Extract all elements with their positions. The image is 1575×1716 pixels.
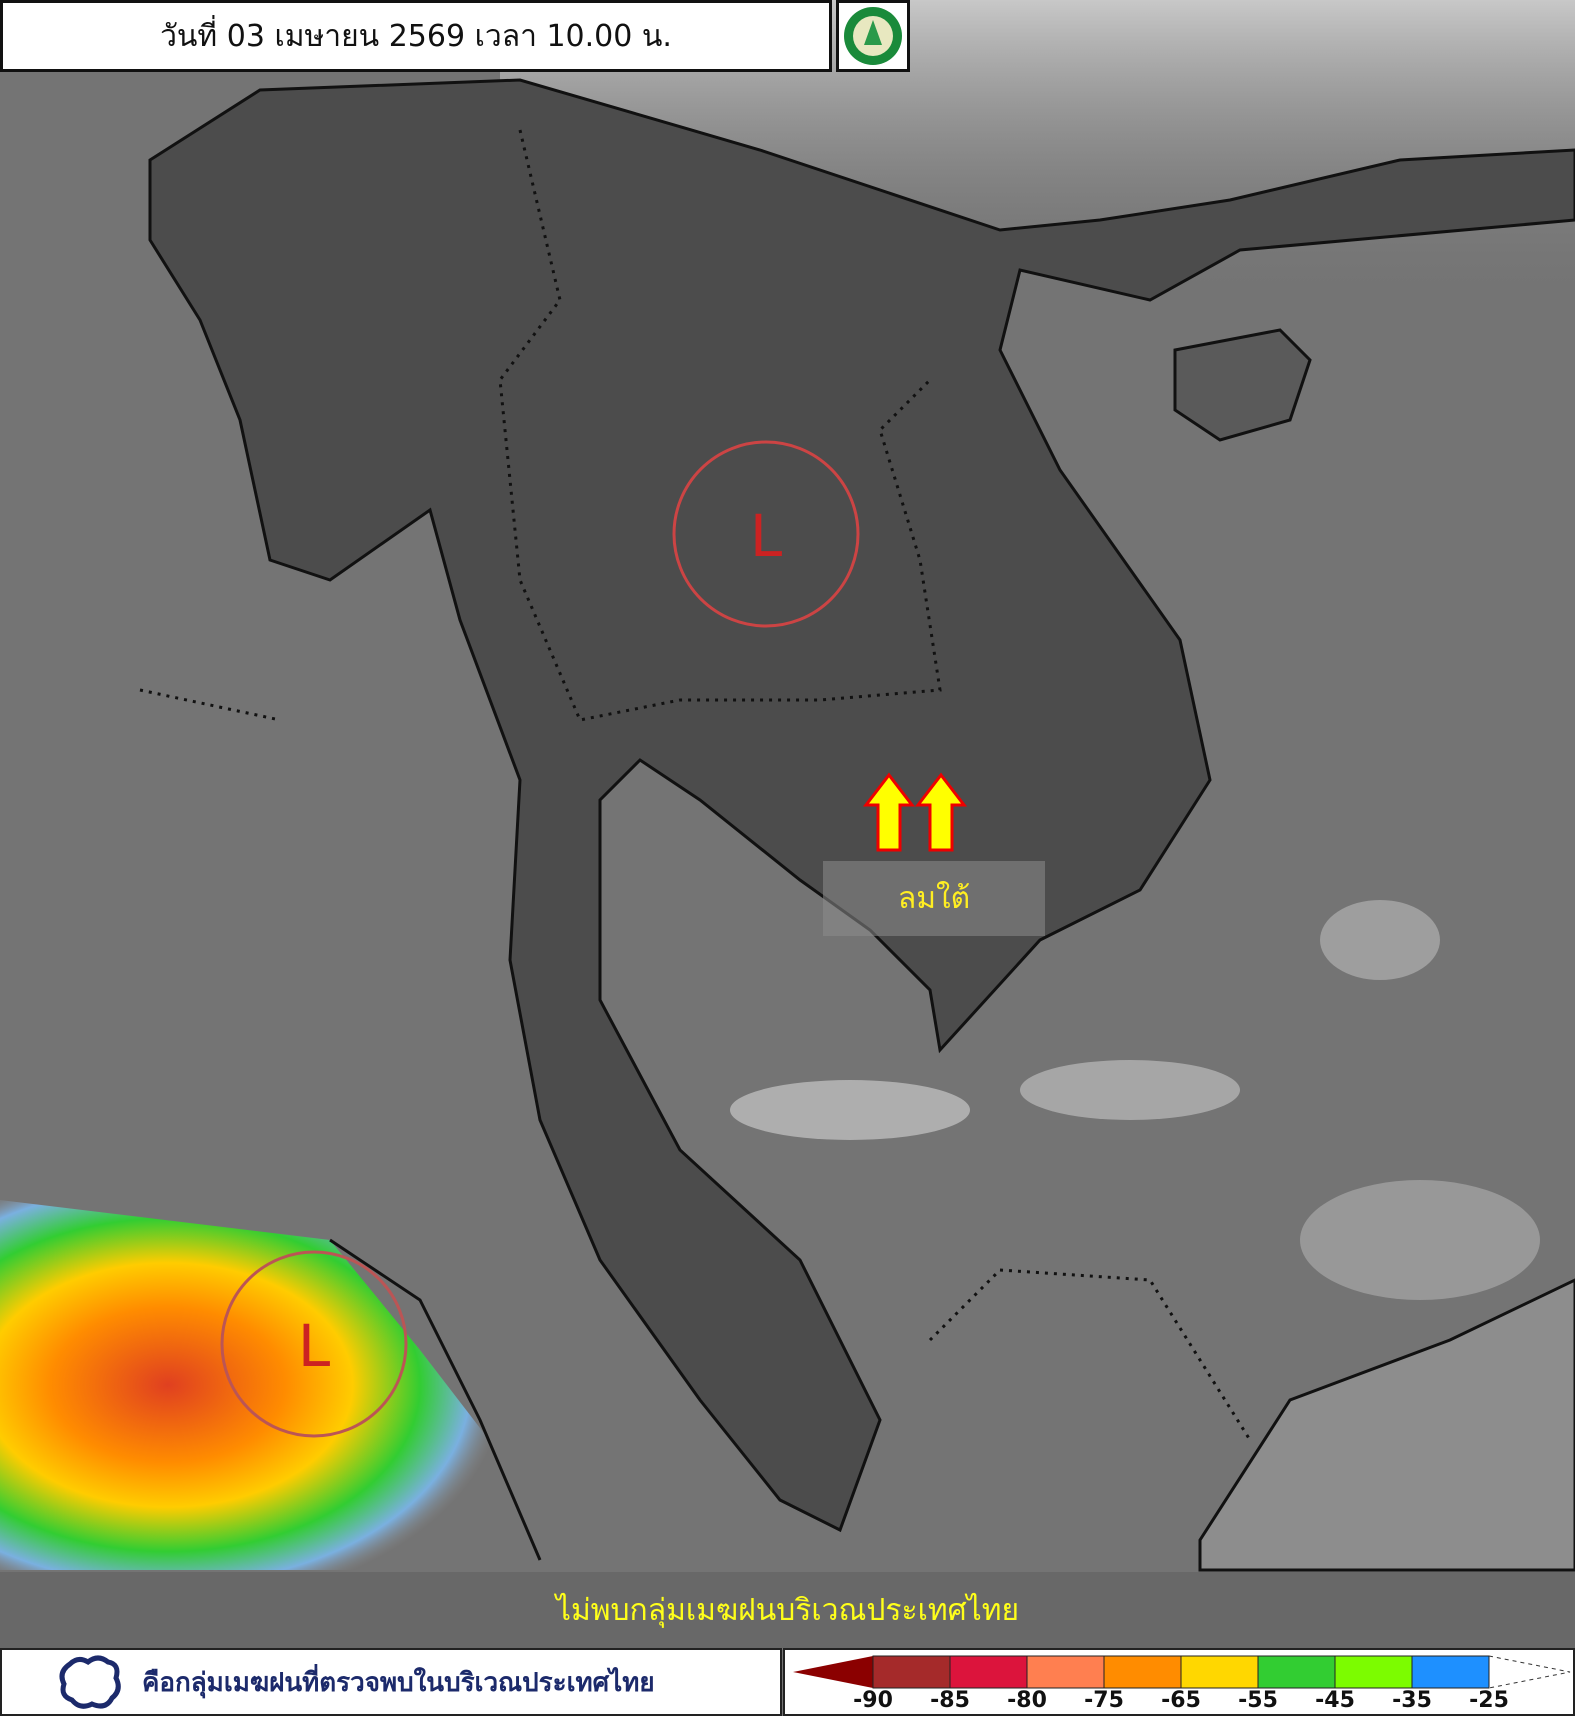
wind-label-text: ลมใต้ xyxy=(897,881,971,916)
cloud-outline-icon xyxy=(59,1655,121,1709)
scale-swatch xyxy=(1257,1655,1336,1689)
tmd-logo xyxy=(836,0,910,72)
scale-swatch xyxy=(872,1655,951,1689)
scale-tick-label: -45 xyxy=(1315,1688,1355,1713)
scale-arrow-max xyxy=(1488,1655,1571,1689)
land-borneo xyxy=(1198,1278,1575,1572)
scale-swatch xyxy=(1103,1655,1182,1689)
scale-tick-label: -35 xyxy=(1392,1688,1432,1713)
scale-tick-label: -90 xyxy=(853,1688,893,1713)
scale-tick-label: -65 xyxy=(1161,1688,1201,1713)
legend-note: คือกลุ่มเมฆฝนที่ตรวจพบในบริเวณประเทศไทย xyxy=(0,1648,782,1716)
scale-swatch xyxy=(1180,1655,1259,1689)
scale-swatch xyxy=(949,1655,1028,1689)
scale-tick-label: -80 xyxy=(1007,1688,1047,1713)
land-hainan xyxy=(1173,328,1312,442)
scale-tick-label: -25 xyxy=(1469,1688,1509,1713)
svg-text:L: L xyxy=(750,502,782,570)
arrow-up-icon xyxy=(862,772,968,852)
low-pressure-marker-south: L xyxy=(220,1250,408,1438)
status-banner: ไม่พบกลุ่มเมฆฝนบริเวณประเทศไทย xyxy=(0,1572,1575,1648)
temperature-color-scale: -90 -85 -80 -75 -65 -55 -45 -35 -25 xyxy=(783,1648,1575,1716)
scale-tick-label: -75 xyxy=(1084,1688,1124,1713)
legend-note-text: คือกลุ่มเมฆฝนที่ตรวจพบในบริเวณประเทศไทย xyxy=(142,1667,655,1698)
banner-text: ไม่พบกลุ่มเมฆฝนบริเวณประเทศไทย xyxy=(555,1592,1020,1628)
land-indochina xyxy=(148,78,1575,1533)
scale-arrow-min xyxy=(793,1656,873,1688)
scale-swatch xyxy=(1411,1655,1490,1689)
date-time-title: วันที่ 03 เมษายน 2569 เวลา 10.00 น. xyxy=(0,0,832,72)
svg-text:L: L xyxy=(298,1312,330,1380)
scale-tick-label: -85 xyxy=(930,1688,970,1713)
scale-tick-label: -55 xyxy=(1238,1688,1278,1713)
land-sumatra xyxy=(0,1200,560,1570)
scale-swatch xyxy=(1026,1655,1105,1689)
wind-annotation-label: ลมใต้ xyxy=(823,861,1045,936)
low-pressure-marker-north: L xyxy=(672,440,860,628)
scale-swatch xyxy=(1334,1655,1413,1689)
title-text: วันที่ 03 เมษายน 2569 เวลา 10.00 น. xyxy=(160,18,672,54)
